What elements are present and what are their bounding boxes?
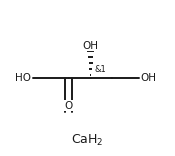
Text: &1: &1 [94,65,106,74]
Text: OH: OH [83,41,99,51]
Text: CaH$_2$: CaH$_2$ [71,133,104,148]
Text: HO: HO [15,73,31,83]
Text: O: O [65,101,73,111]
Text: OH: OH [141,73,157,83]
